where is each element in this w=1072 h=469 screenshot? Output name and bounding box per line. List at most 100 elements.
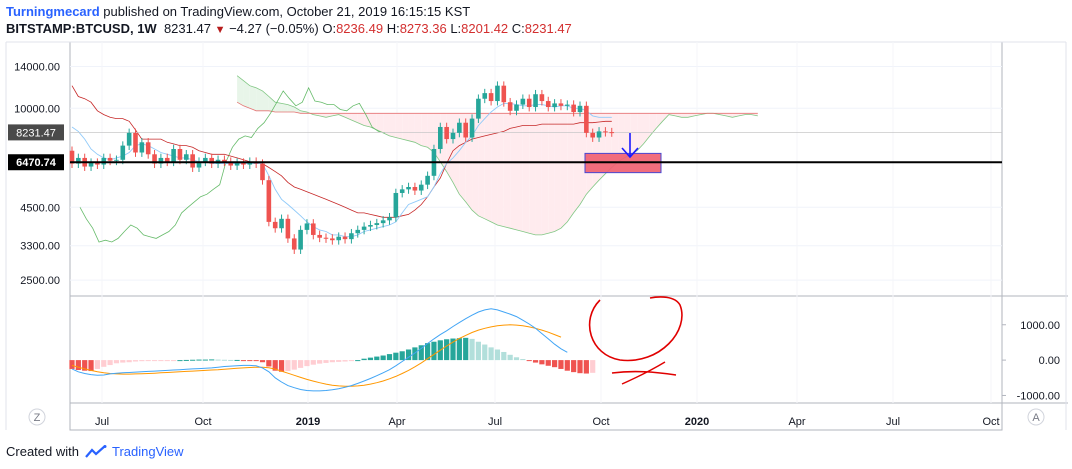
macd-histogram-bar	[304, 360, 310, 367]
author-link[interactable]: Turningmecard	[6, 4, 100, 19]
ichimoku-cloud-segment	[516, 113, 523, 232]
macd-histogram-bar	[272, 360, 278, 371]
publish-header: Turningmecard published on TradingView.c…	[6, 4, 470, 19]
macd-histogram-bar	[190, 359, 196, 361]
macd-histogram-bar	[183, 359, 189, 361]
ichimoku-cloud-segment	[345, 113, 352, 120]
candle-body	[539, 94, 545, 102]
macd-histogram-bar	[526, 360, 532, 362]
ichimoku-cloud-segment	[726, 113, 733, 118]
ichimoku-cloud-segment	[275, 102, 282, 113]
macd-tick-label: 0.00	[1039, 355, 1060, 367]
ichimoku-cloud-segment	[567, 113, 574, 222]
ichimoku-cloud-segment	[630, 113, 638, 155]
macd-histogram-bar	[482, 344, 488, 361]
macd-histogram-bar	[132, 360, 139, 362]
macd-histogram-bar	[564, 360, 570, 371]
macd-histogram-bar	[456, 338, 462, 361]
auto-scale-button-ring[interactable]	[1027, 408, 1045, 426]
close-value: 8231.47	[524, 21, 572, 36]
macd-histogram-bar	[171, 360, 177, 362]
candle-body	[279, 218, 284, 229]
time-tick-label: Jul	[95, 416, 109, 428]
candle-body	[603, 131, 608, 133]
ichimoku-cloud-segment	[478, 113, 485, 219]
ichimoku-cloud-segment	[656, 113, 663, 129]
price-change: −4.27 (−0.05%)	[229, 21, 319, 36]
candle-body	[463, 122, 468, 138]
ichimoku-cloud-segment	[554, 113, 561, 232]
candle-body	[596, 131, 602, 138]
candle-body	[609, 132, 615, 134]
macd-histogram-bar	[278, 360, 285, 372]
macd-histogram-bar	[336, 360, 342, 362]
macd-histogram-bar	[386, 354, 393, 361]
macd-histogram-bar	[488, 347, 494, 361]
auto-scale-button[interactable]: A	[1032, 412, 1040, 424]
tradingview-brand-link[interactable]: TradingView	[112, 444, 184, 459]
macd-histogram-bar	[82, 360, 88, 371]
candle-body	[95, 162, 100, 165]
macd-histogram-bar	[323, 360, 329, 363]
candle-body	[558, 103, 564, 106]
ichimoku-cloud-segment	[484, 113, 492, 222]
tradingview-logo-icon	[84, 445, 107, 458]
hand-drawn-line	[611, 370, 677, 376]
macd-histogram-bar	[151, 360, 158, 362]
macd-histogram-bar	[120, 360, 126, 363]
macd-histogram-bar	[202, 359, 208, 361]
ichimoku-cloud-segment	[592, 113, 600, 187]
zoom-z-button[interactable]: Z	[34, 412, 41, 424]
high-label: H:	[386, 21, 400, 36]
macd-histogram-bar	[444, 339, 450, 361]
time-tick-label: Apr	[388, 416, 405, 428]
macd-histogram-bar	[431, 341, 437, 361]
ichimoku-cloud-segment	[249, 85, 257, 111]
time-tick-label: 2019	[296, 416, 320, 428]
macd-histogram-bar	[259, 360, 266, 363]
candle-body	[311, 223, 316, 235]
time-tick-label: Oct	[982, 416, 999, 428]
macd-histogram-bar	[221, 359, 227, 361]
candle-body	[177, 149, 183, 160]
ichimoku-cloud-segment	[364, 113, 371, 127]
candle-body	[196, 161, 202, 168]
candle-body	[152, 154, 157, 164]
candle-body	[533, 94, 538, 108]
chart-canvas[interactable]: 14000.00 10000.00 4500.00 3300.00 2500.00 Jul…	[0, 0, 1072, 440]
macd-histogram-bar	[399, 351, 405, 361]
candle-body	[145, 142, 151, 155]
macd-histogram-bar	[88, 360, 94, 372]
zoom-z-button-ring[interactable]	[28, 408, 46, 426]
footer: Created with TradingView	[6, 444, 184, 459]
price-label-box	[8, 154, 64, 171]
ichimoku-cloud-segment	[427, 113, 434, 153]
macd-histogram-bar	[234, 359, 240, 361]
macd-histogram-bar	[380, 355, 386, 361]
macd-histogram-bar	[228, 359, 234, 361]
macd-histogram-bar	[101, 360, 107, 367]
ichimoku-cloud-segment	[357, 113, 365, 126]
macd-histogram-bar	[361, 358, 367, 361]
symbol-label: BITSTAMP:BTCUSD, 1W	[6, 21, 157, 36]
candle-body	[514, 104, 519, 111]
candle-body	[584, 105, 589, 133]
candle-body	[107, 157, 113, 161]
macd-histogram-bar	[418, 345, 424, 361]
macd-histogram-bar	[298, 360, 304, 368]
time-tick-label: 2020	[685, 416, 709, 428]
candle-body	[374, 223, 380, 226]
candle-body	[171, 149, 176, 162]
low-value: 8201.42	[461, 21, 509, 36]
macd-histogram-bar	[539, 360, 545, 365]
open-label: O:	[322, 21, 337, 36]
candle-body	[209, 157, 214, 164]
candle-body	[469, 118, 475, 138]
macd-histogram-bar	[164, 360, 170, 362]
macd-histogram-bar	[75, 360, 81, 371]
down-triangle-icon: ▼	[214, 24, 226, 36]
ichimoku-cloud-segment	[294, 107, 301, 114]
ichimoku-cloud-segment	[503, 113, 511, 229]
last-price: 8231.47	[163, 21, 211, 36]
candle-body	[120, 145, 126, 160]
